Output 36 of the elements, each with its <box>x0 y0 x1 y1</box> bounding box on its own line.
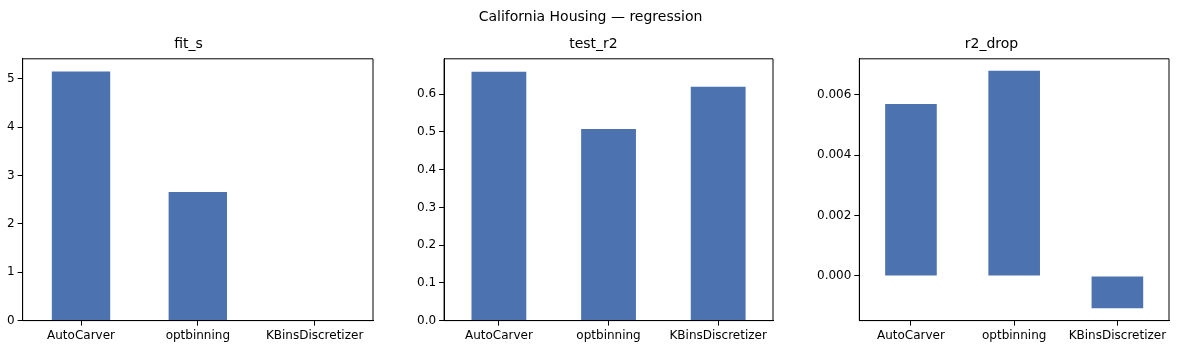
y-tick-label: 0.004 <box>816 147 852 162</box>
text: California Housing — regression <box>477 8 704 24</box>
y-tick-label: 3 <box>6 167 15 182</box>
y-tick-label: 0.006 <box>816 87 852 102</box>
x-tick-label: optbinning <box>165 327 231 342</box>
bar <box>581 128 636 321</box>
x-tick-label: AutoCarver <box>464 327 533 342</box>
bar <box>690 86 746 321</box>
x-tick-label: KBinsDiscretizer <box>669 327 767 342</box>
y-tick-label: 0.1 <box>416 275 437 289</box>
chart-title: test_r2 <box>569 35 618 52</box>
y-tick-label: 2 <box>6 215 15 230</box>
chart-title: r2_drop <box>964 35 1019 52</box>
y-tick-label: 0.6 <box>416 86 437 101</box>
x-tick-label: KBinsDiscretizer <box>1068 327 1167 342</box>
bar <box>988 70 1040 276</box>
y-tick-label: 0 <box>6 312 15 327</box>
y-tick-label: 0.5 <box>416 124 437 139</box>
x-tick-label: AutoCarver <box>47 327 116 342</box>
y-tick-label: 0.002 <box>816 207 852 222</box>
bar <box>471 71 527 321</box>
bar <box>1091 276 1144 309</box>
y-tick-label: 4 <box>6 119 15 134</box>
y-tick-label: 0.000 <box>816 268 852 283</box>
x-tick-label: KBinsDiscretizer <box>265 327 364 342</box>
y-tick-label: 0.4 <box>416 161 437 176</box>
y-tick-label: 5 <box>6 70 15 85</box>
y-tick-label: 0.2 <box>416 237 437 252</box>
x-tick-label: AutoCarver <box>876 327 945 342</box>
y-tick-label: 0.0 <box>416 312 437 327</box>
x-tick-label: optbinning <box>576 327 641 342</box>
x-tick-label: optbinning <box>981 327 1047 342</box>
y-tick-label: 0.3 <box>416 199 437 214</box>
bar <box>885 104 937 276</box>
y-tick-label: 1 <box>6 264 15 279</box>
chart-title: fit_s <box>174 35 203 52</box>
